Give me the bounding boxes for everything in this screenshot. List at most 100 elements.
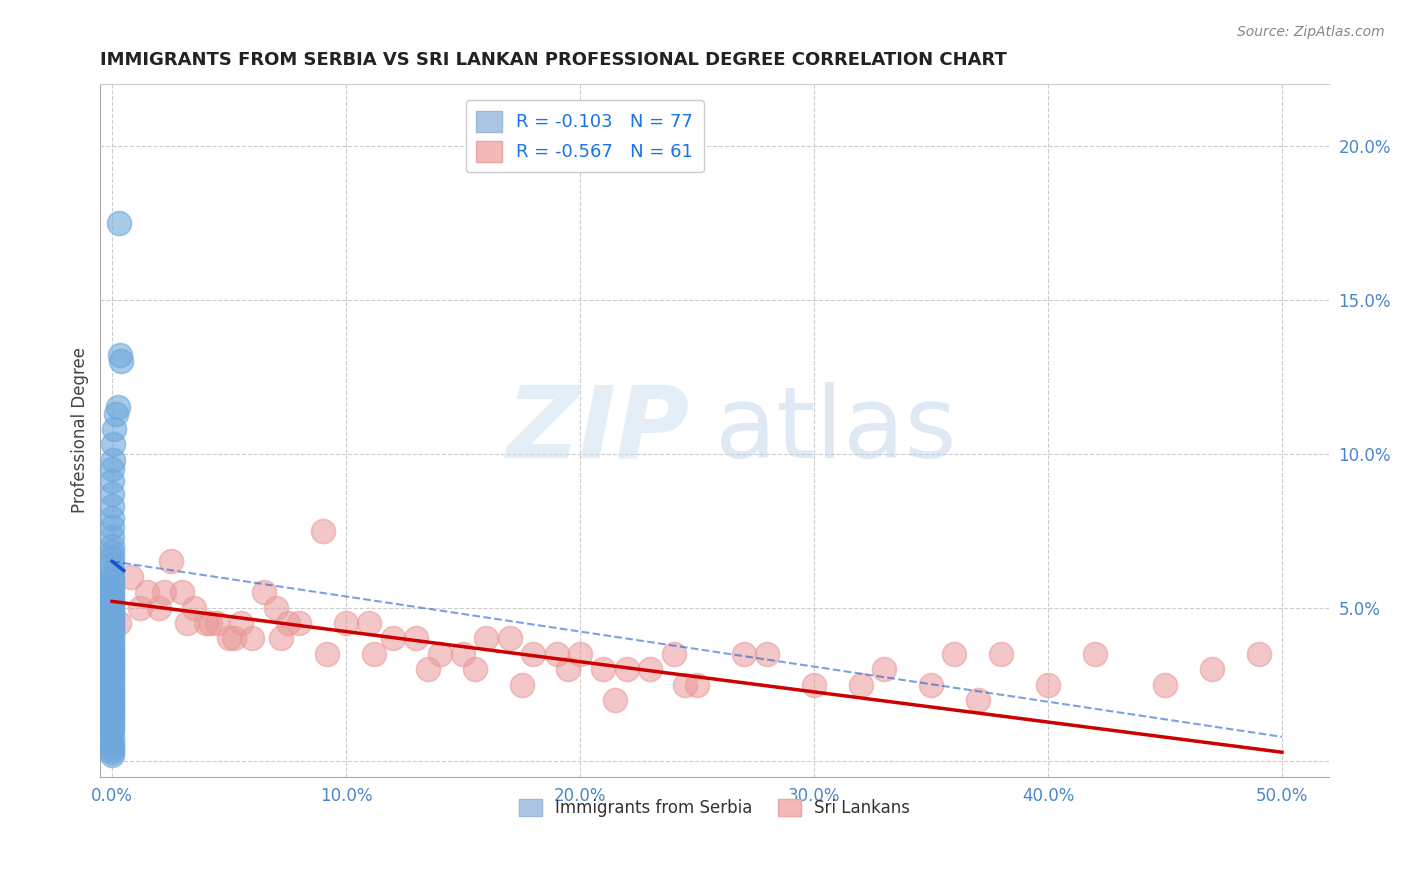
Text: IMMIGRANTS FROM SERBIA VS SRI LANKAN PROFESSIONAL DEGREE CORRELATION CHART: IMMIGRANTS FROM SERBIA VS SRI LANKAN PRO… [100,51,1007,69]
Point [475,632,498,646]
Point [1036,677,1059,691]
Point [1154,677,1177,691]
Point [363,647,385,661]
Point [557,662,579,676]
Point [101,607,124,621]
Point [101,730,124,744]
Point [218,632,240,646]
Point [101,600,124,615]
Point [499,632,522,646]
Point [616,662,638,676]
Point [101,638,124,652]
Point [101,619,124,633]
Point [101,683,124,698]
Point [990,647,1012,661]
Point [101,647,124,661]
Point [101,690,124,704]
Point [101,721,124,735]
Point [101,499,124,513]
Point [101,640,124,655]
Point [101,668,124,682]
Point [108,216,131,230]
Point [120,570,142,584]
Point [101,539,124,553]
Point [101,687,124,701]
Point [603,693,626,707]
Point [104,407,127,421]
Point [101,748,124,763]
Point [510,677,533,691]
Point [966,693,988,707]
Point [101,736,124,750]
Point [733,647,755,661]
Point [101,520,124,534]
Point [110,348,132,362]
Point [229,615,252,630]
Point [194,615,217,630]
Point [101,452,124,467]
Point [101,745,124,759]
Point [592,662,614,676]
Point [101,739,124,753]
Point [101,659,124,673]
Point [920,677,942,691]
Point [381,632,404,646]
Text: Source: ZipAtlas.com: Source: ZipAtlas.com [1237,25,1385,39]
Point [101,625,124,640]
Point [101,674,124,689]
Point [101,711,124,725]
Point [101,632,124,646]
Point [101,588,124,602]
Point [101,613,124,627]
Point [183,600,205,615]
Point [101,591,124,606]
Point [569,647,592,661]
Point [464,662,486,676]
Point [101,511,124,525]
Point [101,615,124,630]
Text: ZIP: ZIP [508,382,690,479]
Point [101,653,124,667]
Legend: Immigrants from Serbia, Sri Lankans: Immigrants from Serbia, Sri Lankans [512,792,917,824]
Point [101,677,124,691]
Point [101,551,124,566]
Point [101,585,124,599]
Point [756,647,779,661]
Point [103,437,125,451]
Point [101,699,124,714]
Point [673,677,696,691]
Point [311,524,333,538]
Point [1084,647,1107,661]
Point [101,530,124,544]
Point [101,693,124,707]
Point [101,570,124,584]
Point [101,622,124,636]
Point [686,677,709,691]
Point [101,714,124,729]
Point [638,662,661,676]
Point [152,585,174,599]
Point [101,582,124,596]
Point [101,573,124,587]
Point [101,681,124,695]
Point [101,708,124,723]
Point [101,545,124,559]
Point [1201,662,1223,676]
Point [335,615,357,630]
Point [176,615,198,630]
Point [101,671,124,685]
Point [200,615,222,630]
Point [101,634,124,648]
Point [107,401,129,415]
Point [101,702,124,716]
Point [101,604,124,618]
Point [101,643,124,657]
Point [110,354,132,368]
Point [1247,647,1270,661]
Point [101,742,124,756]
Point [101,564,124,578]
Point [416,662,439,676]
Point [101,665,124,680]
Point [101,628,124,642]
Point [242,632,264,646]
